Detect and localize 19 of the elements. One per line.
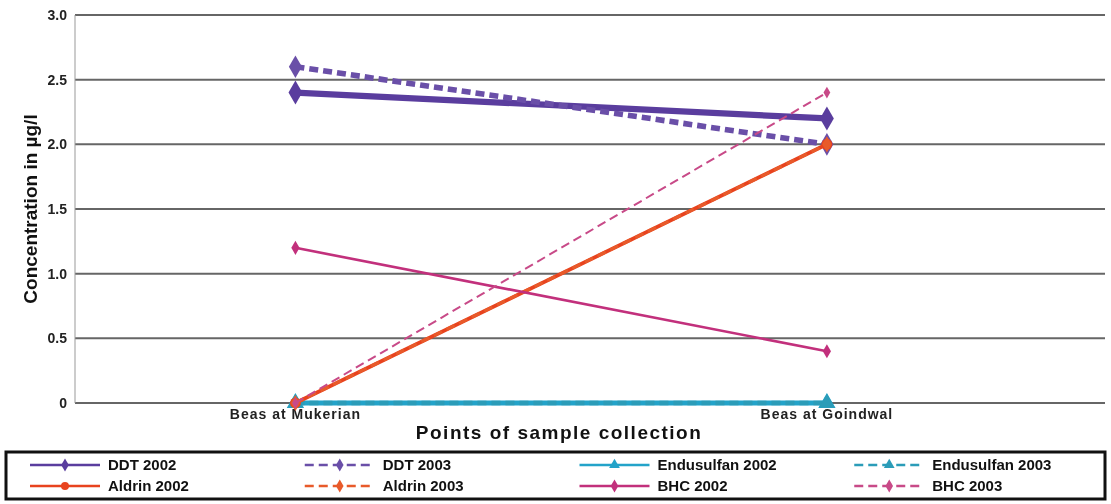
y-tick-label: 2.0 [47, 136, 68, 153]
legend-label: Aldrin 2002 [108, 477, 189, 495]
legend-label: Endusulfan 2003 [932, 456, 1052, 474]
x-tick-label: Beas at Goindwal [760, 406, 894, 422]
y-tick-label: 1.0 [47, 265, 68, 282]
legend-label: Endusulfan 2002 [657, 456, 777, 474]
y-axis-title: Concentration in µg/l [20, 114, 41, 304]
y-tick-label: 2.5 [47, 71, 68, 88]
legend-label: Aldrin 2003 [382, 477, 464, 495]
y-tick-label: 1.5 [47, 200, 68, 217]
legend-label: BHC 2003 [932, 477, 1003, 495]
y-tick-label: 0 [59, 394, 68, 411]
y-tick-label: 3.0 [47, 6, 68, 23]
legend-label: DDT 2003 [382, 456, 452, 474]
x-tick-label: Beas at Mukerian [229, 406, 362, 422]
legend-label: DDT 2002 [108, 456, 177, 474]
legend-label: BHC 2002 [657, 477, 728, 495]
y-tick-label: 0.5 [47, 330, 68, 347]
x-axis-title: Points of sample collection [415, 422, 703, 443]
